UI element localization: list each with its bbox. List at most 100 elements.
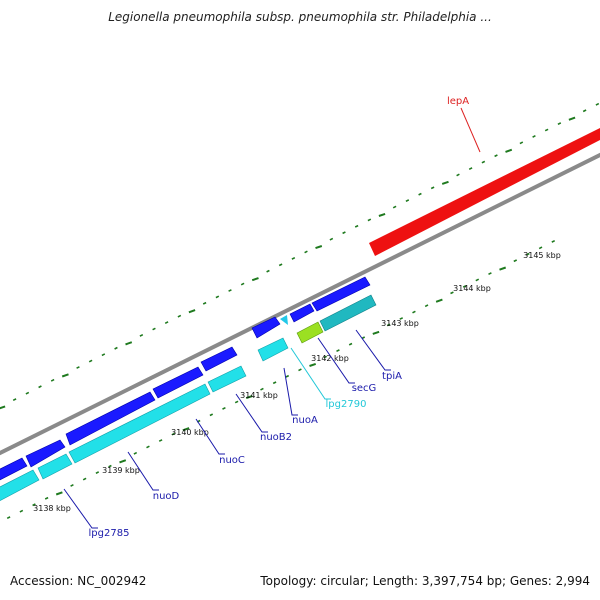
inner-tick: [285, 374, 290, 378]
outer-tick: [12, 398, 17, 402]
outer-tick: [468, 167, 473, 171]
gene-label-nuoB2[interactable]: nuoB2: [260, 432, 292, 443]
gene-secG[interactable]: [296, 321, 324, 344]
outer-tick: [557, 122, 562, 126]
outer-tick: [240, 282, 245, 286]
gene-label-lpg2785[interactable]: lpg2785: [89, 528, 130, 539]
outer-tick: [505, 148, 513, 153]
gene-forward-7[interactable]: [289, 303, 315, 323]
outer-tick: [441, 180, 449, 185]
outer-tick: [251, 277, 259, 282]
gene-label-tpiA[interactable]: tpiA: [382, 371, 402, 382]
inner-tick: [386, 323, 391, 327]
gene-lpg2790-marker[interactable]: [280, 315, 288, 325]
inner-tick: [412, 310, 416, 314]
inner-tick: [435, 298, 443, 303]
kbp-label: 3142 kbp: [311, 354, 349, 363]
kbp-label: 3139 kbp: [102, 466, 140, 475]
inner-tick: [171, 432, 176, 436]
outer-tick: [430, 186, 435, 190]
outer-tick: [304, 250, 308, 254]
inner-tick: [95, 471, 100, 475]
gene-forward-4[interactable]: [152, 366, 204, 399]
outer-tick: [139, 333, 144, 337]
inner-tick: [119, 459, 127, 464]
outer-tick: [418, 192, 422, 196]
inner-tick: [32, 503, 36, 507]
kbp-label: 3138 kbp: [33, 504, 71, 513]
outer-tick: [532, 134, 536, 138]
gene-label-lpg2790[interactable]: lpg2790: [326, 399, 367, 410]
inner-tick: [526, 252, 530, 256]
gene-leader-line: [460, 107, 481, 153]
inner-tick: [146, 445, 150, 449]
outer-tick: [494, 154, 498, 158]
gene-reverse-2[interactable]: [37, 453, 73, 480]
gene-label-nuoA[interactable]: nuoA: [292, 415, 318, 426]
outer-tick: [164, 321, 169, 325]
inner-tick: [209, 413, 214, 417]
gene-forward-3[interactable]: [65, 391, 156, 446]
gene-forward-1[interactable]: [0, 457, 28, 485]
kbp-label: 3143 kbp: [381, 319, 419, 328]
gene-forward-2[interactable]: [25, 439, 66, 468]
gene-reverse-4[interactable]: [207, 365, 247, 393]
gene-label-lepA[interactable]: lepA: [447, 96, 469, 107]
outer-tick: [329, 237, 334, 241]
genome-stats-text: Topology: circular; Length: 3,397,754 bp…: [260, 574, 590, 588]
gene-forward-5[interactable]: [200, 346, 238, 372]
outer-tick: [101, 353, 106, 357]
inner-tick: [133, 451, 138, 455]
gene-leader-line: [355, 329, 391, 371]
outer-tick: [544, 128, 549, 132]
outer-tick: [378, 212, 386, 217]
inner-tick: [462, 284, 467, 288]
inner-tick: [82, 477, 87, 481]
outer-tick: [367, 218, 372, 222]
outer-tick: [152, 327, 156, 331]
gene-leader-line: [63, 488, 98, 529]
gene-forward-6[interactable]: [251, 316, 281, 339]
inner-tick: [450, 291, 454, 295]
inner-tick: [222, 406, 226, 410]
outer-tick: [315, 245, 323, 250]
gene-lepA[interactable]: [369, 128, 600, 256]
inner-tick: [234, 400, 239, 404]
inner-tick: [551, 239, 556, 243]
forward-strand-genes: [0, 276, 371, 485]
gene-tpiA[interactable]: [319, 294, 377, 332]
inner-tick: [538, 246, 543, 250]
outer-tick: [38, 385, 42, 389]
outer-tick: [188, 309, 196, 314]
outer-tick: [582, 109, 587, 113]
outer-tick: [114, 346, 118, 350]
gene-forward-8[interactable]: [311, 276, 371, 312]
inner-tick: [336, 349, 340, 353]
inner-tick: [298, 368, 302, 372]
gene-reverse-1[interactable]: [0, 469, 40, 506]
outer-tick: [568, 116, 576, 121]
outer-tick: [215, 295, 220, 299]
inner-tick: [245, 395, 253, 400]
gene-leader-line: [127, 451, 159, 491]
kbp-label: 3144 kbp: [453, 284, 491, 293]
gene-reverse-5[interactable]: [257, 337, 289, 362]
gene-reverse-3[interactable]: [68, 383, 211, 464]
outer-tick: [61, 373, 69, 378]
gene-leader-line: [235, 393, 268, 433]
outer-tick: [481, 160, 486, 164]
gene-label-nuoC[interactable]: nuoC: [219, 455, 245, 466]
outer-tick: [228, 289, 232, 292]
gene-label-nuoD[interactable]: nuoD: [153, 491, 180, 502]
inner-tick: [158, 439, 163, 442]
gene-leader-line: [290, 347, 331, 400]
inner-tick: [260, 387, 264, 391]
accession-text: Accession: NC_002942: [10, 574, 147, 588]
outer-tick: [519, 141, 524, 145]
outer-tick: [0, 405, 6, 410]
gene-label-secG[interactable]: secG: [352, 383, 377, 394]
map-title: Legionella pneumophila subsp. pneumophil…: [108, 10, 492, 24]
